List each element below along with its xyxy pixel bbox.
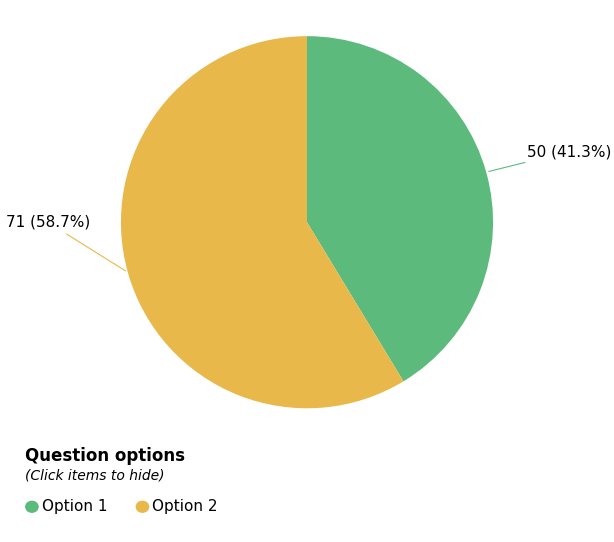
Text: (Click items to hide): (Click items to hide) — [25, 469, 164, 483]
Text: 71 (58.7%): 71 (58.7%) — [6, 215, 125, 271]
Wedge shape — [307, 36, 493, 382]
Wedge shape — [121, 36, 403, 408]
Text: 50 (41.3%): 50 (41.3%) — [489, 144, 611, 171]
Text: Option 2: Option 2 — [152, 499, 218, 514]
Text: Question options: Question options — [25, 447, 185, 465]
Text: Option 1: Option 1 — [42, 499, 107, 514]
